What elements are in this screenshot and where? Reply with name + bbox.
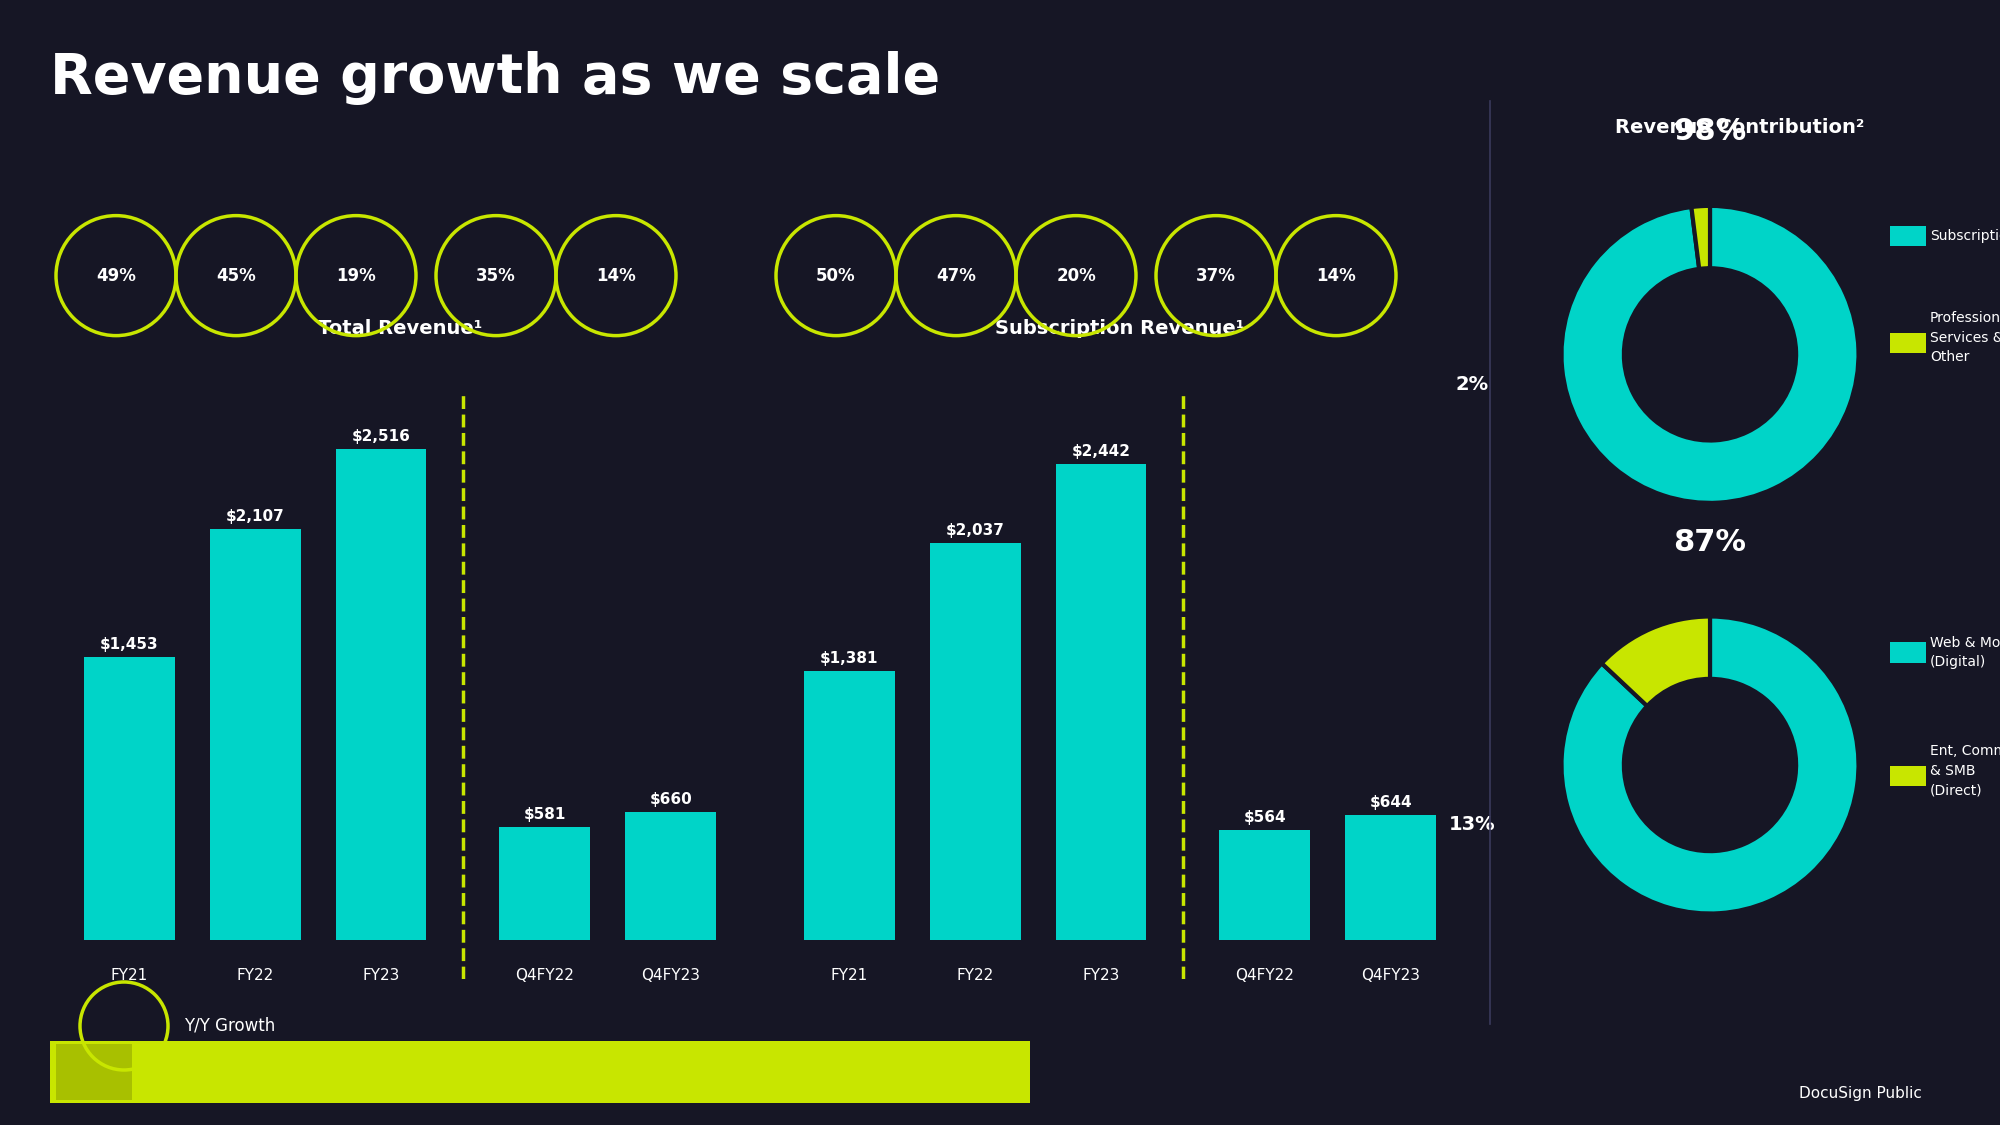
Text: FY21: FY21 [830,968,868,983]
Text: ↓: ↓ [82,1059,106,1086]
Text: FY22: FY22 [236,968,274,983]
Text: Revenue growth as we scale: Revenue growth as we scale [50,51,940,105]
Text: Web & Mobile
(Digital): Web & Mobile (Digital) [1930,636,2000,669]
Bar [1220,830,1310,940]
Text: 20%: 20% [1056,267,1096,285]
Text: 14%: 14% [596,267,636,285]
Text: Q4FY22: Q4FY22 [1236,968,1294,983]
Text: $660: $660 [650,792,692,807]
Wedge shape [1602,616,1710,706]
Bar [500,827,590,940]
Text: Revenue Contribution²: Revenue Contribution² [1616,118,1864,137]
Text: Subscription Revenue¹: Subscription Revenue¹ [996,318,1244,337]
Text: DocuSign Public: DocuSign Public [1798,1086,1922,1101]
Text: Total Revenue¹: Total Revenue¹ [318,318,482,337]
Bar [84,657,174,940]
Text: 2%: 2% [1456,375,1488,394]
Text: 45%: 45% [216,267,256,285]
Text: Q4FY23: Q4FY23 [1362,968,1420,983]
Text: $2,442: $2,442 [1072,443,1130,459]
Text: 13%: 13% [1450,814,1496,834]
Text: FY21: FY21 [110,968,148,983]
Bar [626,811,716,940]
Text: FY23: FY23 [1082,968,1120,983]
Text: (2)   Fiscal quarter ended January 31, 2023.: (2) Fiscal quarter ended January 31, 202… [144,1078,402,1091]
Text: 35%: 35% [476,267,516,285]
Text: 37%: 37% [1196,267,1236,285]
Text: Q4FY23: Q4FY23 [642,968,700,983]
Bar [336,449,426,940]
Text: 87%: 87% [1674,528,1746,557]
Text: Ent, Commercial
& SMB
(Direct): Ent, Commercial & SMB (Direct) [1930,744,2000,798]
Text: 50%: 50% [816,267,856,285]
Wedge shape [1562,206,1858,503]
Text: Q4FY22: Q4FY22 [516,968,574,983]
Text: $581: $581 [524,807,566,822]
Text: FY23: FY23 [362,968,400,983]
Bar [930,542,1020,940]
Text: 49%: 49% [96,267,136,285]
Text: (1)   Fiscal years ended January 31 and fiscal quarters ended January 31. $ in m: (1) Fiscal years ended January 31 and fi… [144,1053,654,1066]
Text: $1,453: $1,453 [100,637,158,651]
Text: FY22: FY22 [956,968,994,983]
Text: $1,381: $1,381 [820,651,878,666]
Wedge shape [1562,616,1858,914]
Text: Subscription: Subscription [1930,229,2000,243]
Bar [1346,814,1436,940]
Text: $564: $564 [1244,810,1286,826]
Text: $2,107: $2,107 [226,510,284,524]
Text: 47%: 47% [936,267,976,285]
Text: 14%: 14% [1316,267,1356,285]
Text: Professional
Services &
Other: Professional Services & Other [1930,310,2000,364]
Text: Y/Y Growth: Y/Y Growth [184,1017,276,1035]
Text: 19%: 19% [336,267,376,285]
Text: $644: $644 [1370,795,1412,810]
Text: 98%: 98% [1674,117,1746,146]
Bar [1056,464,1146,940]
Bar [804,670,894,940]
Text: $2,037: $2,037 [946,523,1004,538]
Text: $2,516: $2,516 [352,430,410,444]
Bar [210,529,300,940]
Wedge shape [1692,206,1710,269]
